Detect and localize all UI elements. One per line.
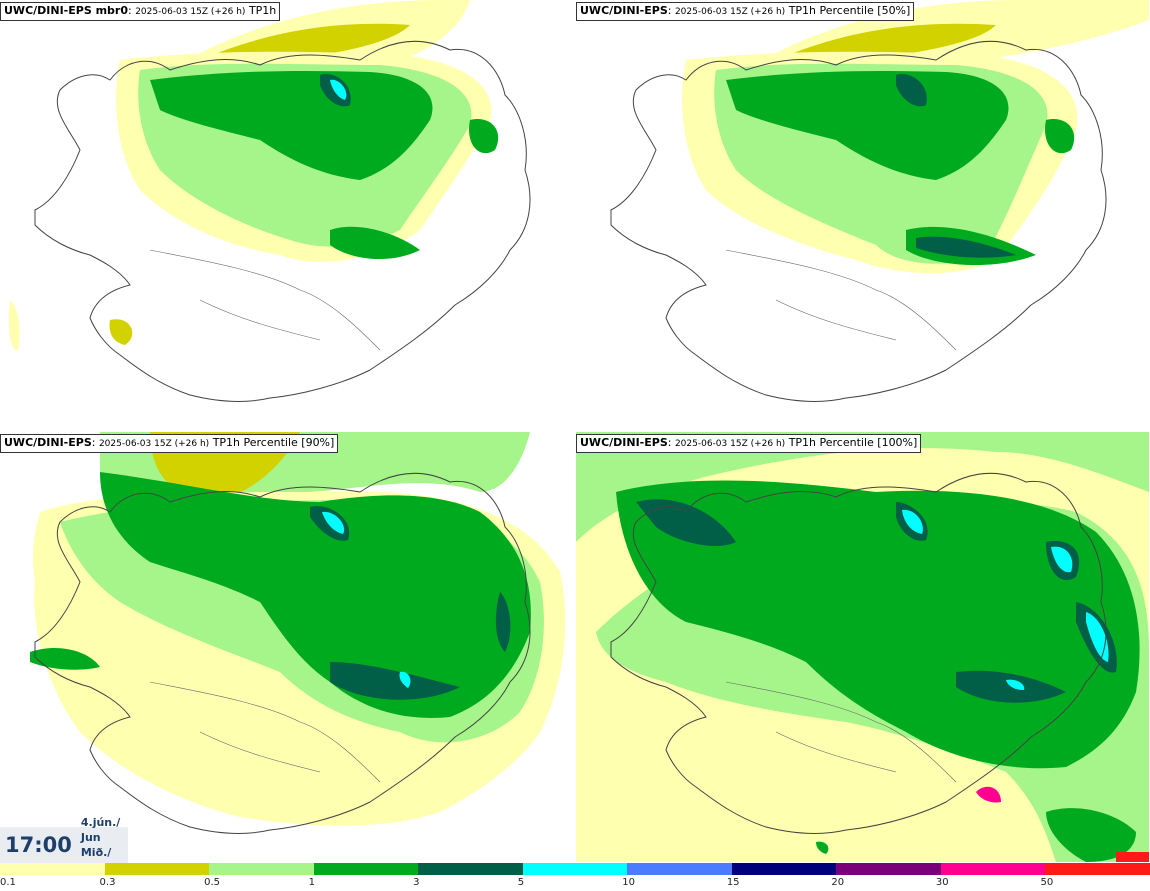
legend-swatch <box>731 863 837 875</box>
map-panel-p100: UWC/DINI-EPS: 2025-06-03 15Z (+26 h) TP1… <box>576 432 1149 862</box>
model-name: UWC/DINI-EPS mbr0 <box>4 4 128 17</box>
field-name: TP1h Percentile [100%] <box>788 436 918 449</box>
precip-map <box>576 432 1149 862</box>
legend-swatch <box>627 863 732 875</box>
map-panel-mbr0: UWC/DINI-EPS mbr0: 2025-06-03 15Z (+26 h… <box>0 0 573 430</box>
legend-tick-label: 10 <box>622 877 635 888</box>
valid-date-line: 4.jún./ Jun <box>80 816 121 844</box>
legend-tick-label: 0.3 <box>99 877 116 888</box>
panel-divider-horizontal <box>0 430 1150 432</box>
legend-swatch <box>1045 863 1150 875</box>
field-name: TP1h Percentile [90%] <box>212 436 335 449</box>
panel-title: UWC/DINI-EPS: 2025-06-03 15Z (+26 h) TP1… <box>0 434 339 453</box>
precip-map <box>576 0 1149 430</box>
legend-tick-label: 0.5 <box>204 877 220 888</box>
panel-title: UWC/DINI-EPS: 2025-06-03 15Z (+26 h) TP1… <box>576 2 915 21</box>
legend-tick-label: 50 <box>1040 877 1054 888</box>
legend-tick-label: 20 <box>831 877 845 888</box>
legend-swatch <box>0 863 105 875</box>
model-name: UWC/DINI-EPS <box>4 436 92 449</box>
legend-swatch <box>209 863 314 875</box>
field-name: TP1h Percentile [50%] <box>788 4 911 17</box>
legend-tick-label: 30 <box>935 877 949 888</box>
legend-tick-label: 15 <box>726 877 740 888</box>
legend-swatch <box>522 863 628 875</box>
model-name: UWC/DINI-EPS <box>580 436 668 449</box>
run-time: 2025-06-03 15Z (+26 h) <box>674 7 786 17</box>
run-time: 2025-06-03 15Z (+26 h) <box>98 439 210 449</box>
legend-colorbar <box>0 863 1150 875</box>
run-time: 2025-06-03 15Z (+26 h) <box>135 7 246 17</box>
legend-tick-label: 0.1 <box>0 877 16 888</box>
panel-title: UWC/DINI-EPS mbr0: 2025-06-03 15Z (+26 h… <box>0 2 281 21</box>
legend-tick-label: 5 <box>517 877 525 888</box>
legend-tick-label: 1 <box>308 877 315 888</box>
valid-time-clock: 17:00 <box>5 833 72 857</box>
precip-legend: 0.1 0.3 0.5 1 3 5 10 15 20 30 50 <box>0 863 1150 891</box>
legend-swatch <box>940 863 1046 875</box>
map-panel-p50: UWC/DINI-EPS: 2025-06-03 15Z (+26 h) TP1… <box>576 0 1149 430</box>
map-panel-p90: UWC/DINI-EPS: 2025-06-03 15Z (+26 h) TP1… <box>0 432 573 862</box>
run-time: 2025-06-03 15Z (+26 h) <box>674 439 786 449</box>
precip-map <box>0 0 573 430</box>
panel-title: UWC/DINI-EPS: 2025-06-03 15Z (+26 h) TP1… <box>576 434 922 453</box>
precip-map <box>0 432 573 862</box>
legend-swatch <box>836 863 941 875</box>
legend-swatch <box>104 863 210 875</box>
legend-tick-label: 3 <box>413 877 420 888</box>
legend-swatch <box>418 863 523 875</box>
legend-swatch <box>313 863 419 875</box>
model-name: UWC/DINI-EPS <box>580 4 668 17</box>
valid-time-box: 17:00 4.jún./ Jun Mið./ Wed <box>0 816 128 874</box>
field-name: TP1h <box>248 4 277 17</box>
